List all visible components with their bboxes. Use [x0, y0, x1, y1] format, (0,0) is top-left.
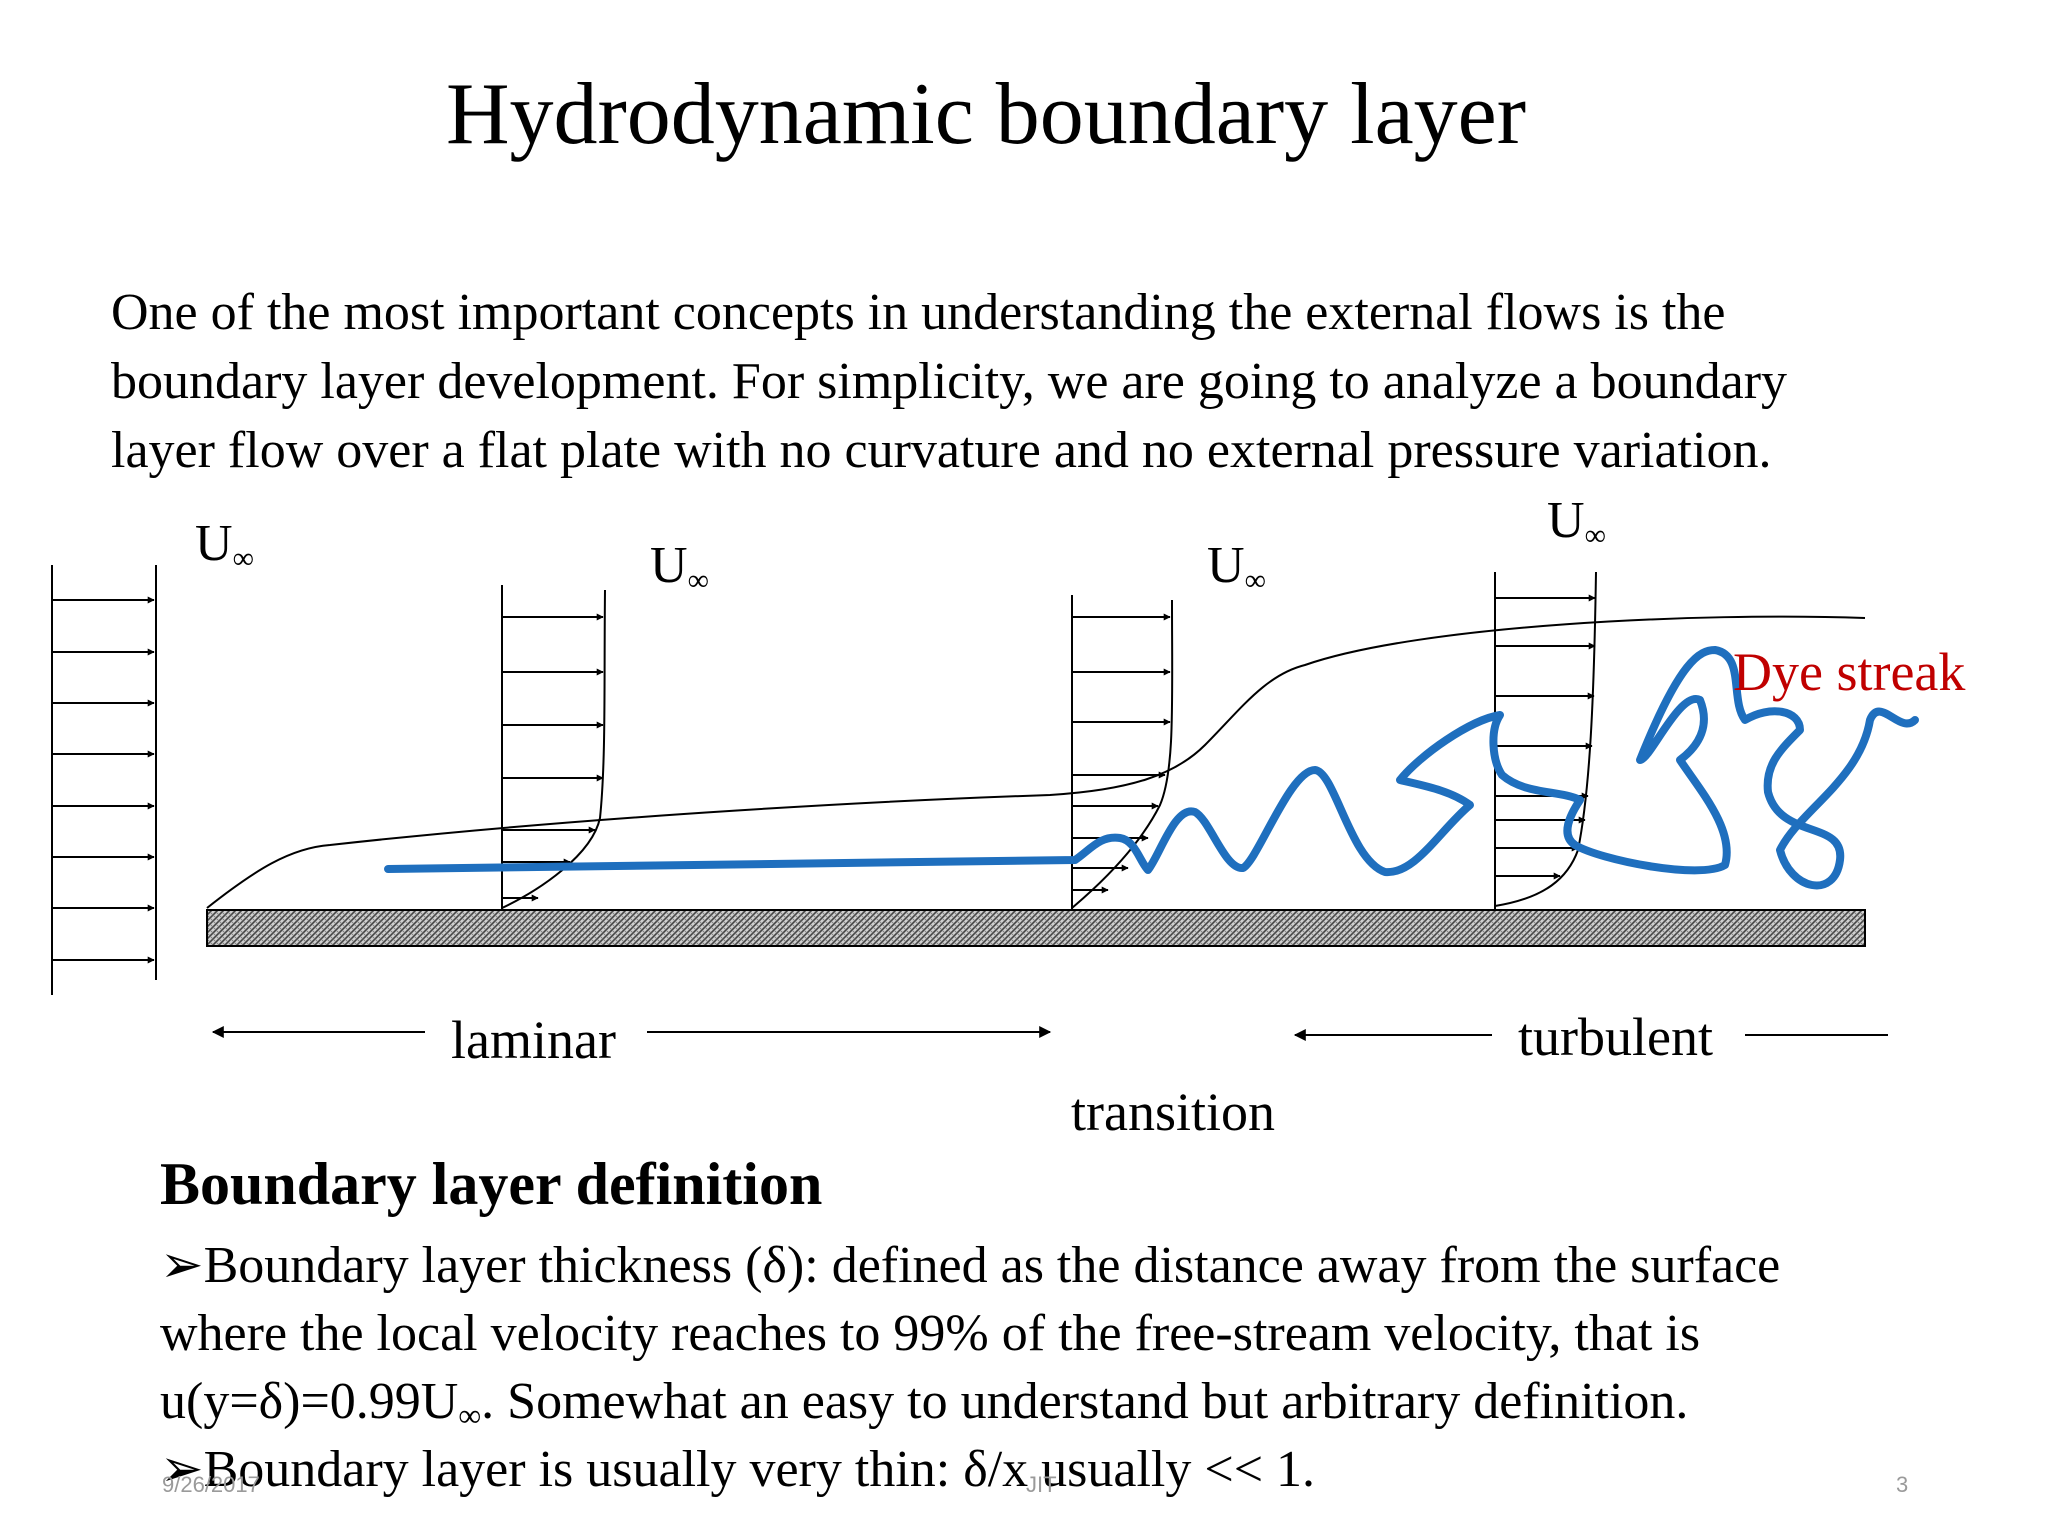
bullet-text: Boundary layer thickness (δ): defined as…: [203, 1237, 1781, 1294]
dye-streak-label: Dye streak: [1733, 642, 1965, 702]
laminar-velocity-profile: [501, 585, 606, 910]
bullet-line: ➢Boundary layer is usually very thin: δ/…: [160, 1436, 2020, 1504]
u-infinity-label: U∞: [1207, 537, 1266, 597]
intro-line: boundary layer development. For simplici…: [111, 353, 1788, 410]
intro-line: layer flow over a flat plate with no cur…: [111, 422, 1772, 479]
slide-title: Hydrodynamic boundary layer: [445, 66, 1527, 163]
flat-plate: [206, 909, 1866, 947]
u-infinity-label: U∞: [650, 537, 709, 597]
bullet-line: u(y=δ)=0.99U∞. Somewhat an easy to under…: [160, 1373, 1689, 1433]
footer-center: JIT: [1026, 1472, 1057, 1497]
u-infinity-label: U∞: [195, 515, 254, 575]
transition-label: transition: [1071, 1082, 1275, 1142]
footer-date: 9/26/2017: [162, 1472, 260, 1497]
bullet-line: where the local velocity reaches to 99% …: [160, 1305, 1701, 1362]
bullet-text: Boundary layer is usually very thin: δ/x…: [203, 1441, 1316, 1498]
definition-bullets: ➢Boundary layer thickness (δ): defined a…: [160, 1232, 2020, 1504]
free-stream-profile: [51, 565, 157, 995]
bullet-marker: ➢: [160, 1441, 204, 1498]
turbulent-label: turbulent: [1518, 1007, 1713, 1067]
definition-heading: Boundary layer definition: [160, 1151, 823, 1217]
bullet-marker: ➢: [160, 1237, 204, 1294]
dye-streak: [384, 646, 1919, 890]
intro-line: One of the most important concepts in un…: [111, 284, 1726, 341]
laminar-label: laminar: [451, 1010, 616, 1070]
bullet-line: ➢Boundary layer thickness (δ): defined a…: [160, 1232, 2020, 1300]
u-infinity-label: U∞: [1547, 492, 1606, 552]
intro-paragraph: One of the most important concepts in un…: [111, 278, 2011, 485]
boundary-layer-edge: [206, 615, 1866, 909]
footer-page-number: 3: [1896, 1472, 1909, 1497]
